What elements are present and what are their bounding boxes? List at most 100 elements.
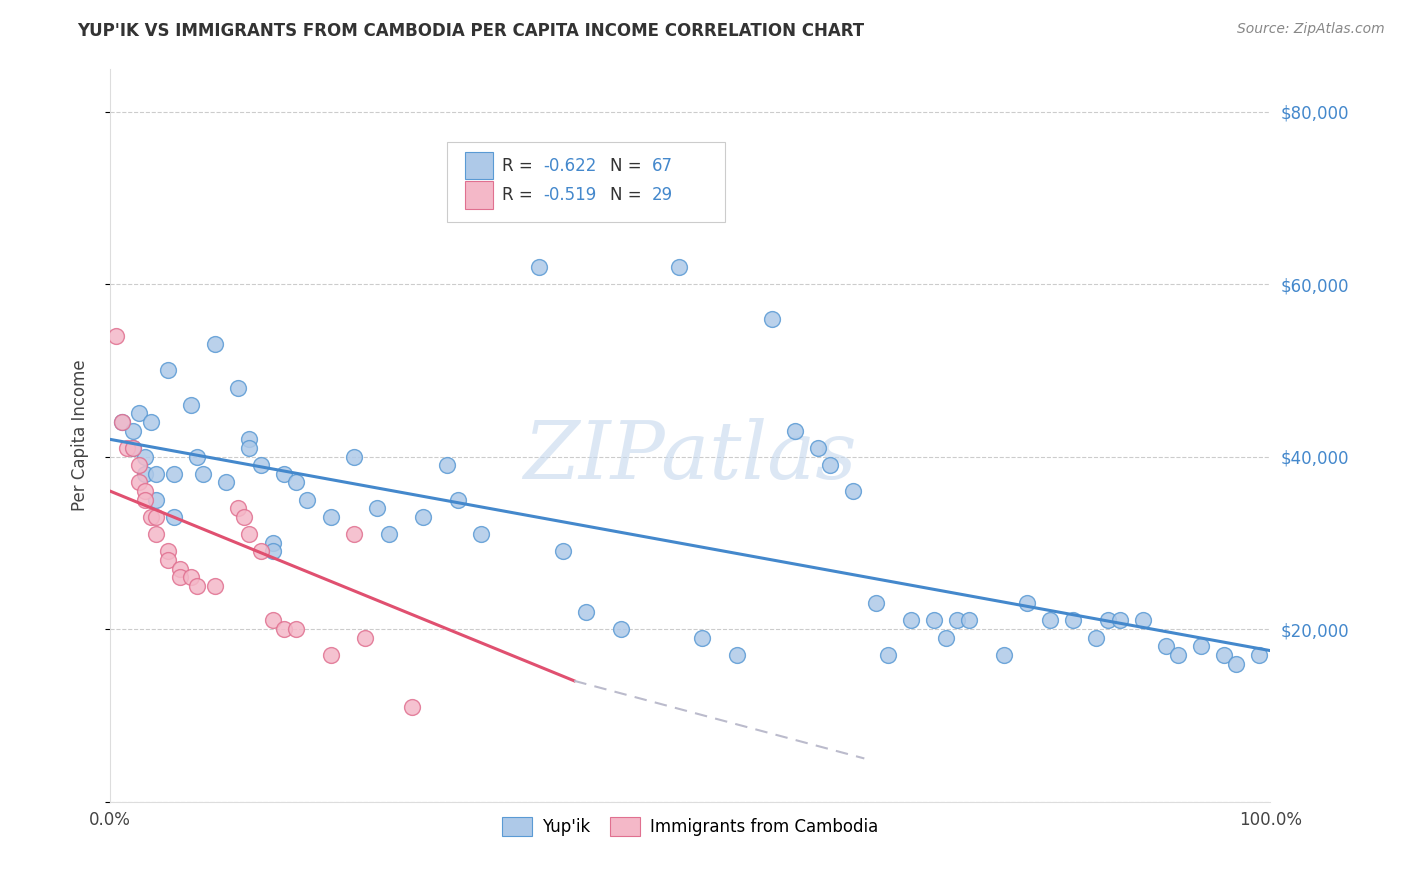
Text: R =: R = bbox=[502, 157, 538, 175]
Point bbox=[273, 467, 295, 481]
Point bbox=[922, 614, 945, 628]
Point bbox=[238, 527, 260, 541]
Point bbox=[946, 614, 969, 628]
Point bbox=[319, 510, 342, 524]
Point bbox=[169, 570, 191, 584]
FancyBboxPatch shape bbox=[447, 142, 725, 222]
Point bbox=[250, 458, 273, 473]
Point bbox=[157, 363, 180, 377]
Y-axis label: Per Capita Income: Per Capita Income bbox=[72, 359, 89, 511]
Text: -0.519: -0.519 bbox=[543, 186, 596, 204]
Point bbox=[145, 467, 167, 481]
Point bbox=[145, 492, 167, 507]
Point bbox=[343, 527, 366, 541]
Point bbox=[122, 441, 145, 455]
Point bbox=[204, 337, 226, 351]
Point bbox=[122, 424, 145, 438]
Point bbox=[935, 631, 957, 645]
Point bbox=[1039, 614, 1062, 628]
Point bbox=[117, 441, 139, 455]
Point bbox=[128, 475, 150, 490]
Point bbox=[1167, 648, 1189, 662]
Point bbox=[128, 407, 150, 421]
Point bbox=[104, 329, 127, 343]
Text: ZIPatlas: ZIPatlas bbox=[523, 418, 858, 496]
Point bbox=[1015, 596, 1038, 610]
Point bbox=[957, 614, 980, 628]
Point bbox=[865, 596, 887, 610]
Text: N =: N = bbox=[610, 186, 647, 204]
Point bbox=[226, 381, 249, 395]
Point bbox=[111, 415, 134, 429]
Point bbox=[163, 510, 186, 524]
Point bbox=[1132, 614, 1154, 628]
FancyBboxPatch shape bbox=[465, 181, 494, 209]
Point bbox=[157, 544, 180, 558]
Point bbox=[262, 614, 284, 628]
Point bbox=[1247, 648, 1270, 662]
Point bbox=[354, 631, 377, 645]
Point bbox=[284, 475, 307, 490]
Point bbox=[273, 622, 295, 636]
Text: 67: 67 bbox=[652, 157, 673, 175]
Point bbox=[238, 433, 260, 447]
Point bbox=[215, 475, 238, 490]
Point bbox=[366, 501, 388, 516]
Point bbox=[134, 467, 156, 481]
Point bbox=[343, 450, 366, 464]
Point bbox=[111, 415, 134, 429]
Point bbox=[134, 484, 156, 499]
Point bbox=[284, 622, 307, 636]
Point bbox=[529, 260, 551, 274]
Point bbox=[238, 441, 260, 455]
Point bbox=[204, 579, 226, 593]
Point bbox=[191, 467, 214, 481]
Point bbox=[169, 562, 191, 576]
Point bbox=[157, 553, 180, 567]
Point bbox=[226, 501, 249, 516]
Point bbox=[128, 458, 150, 473]
Point bbox=[180, 570, 202, 584]
Point bbox=[232, 510, 254, 524]
Point bbox=[139, 510, 162, 524]
Point bbox=[262, 544, 284, 558]
Text: Source: ZipAtlas.com: Source: ZipAtlas.com bbox=[1237, 22, 1385, 37]
Point bbox=[807, 441, 830, 455]
Point bbox=[1225, 657, 1247, 671]
Text: -0.622: -0.622 bbox=[543, 157, 596, 175]
Text: YUP'IK VS IMMIGRANTS FROM CAMBODIA PER CAPITA INCOME CORRELATION CHART: YUP'IK VS IMMIGRANTS FROM CAMBODIA PER C… bbox=[77, 22, 865, 40]
Point bbox=[1108, 614, 1130, 628]
Point bbox=[412, 510, 434, 524]
Point bbox=[1062, 614, 1084, 628]
Point bbox=[876, 648, 898, 662]
Point bbox=[1097, 614, 1119, 628]
Point bbox=[575, 605, 598, 619]
Point bbox=[180, 398, 202, 412]
Point bbox=[841, 484, 863, 499]
Point bbox=[186, 450, 208, 464]
Point bbox=[668, 260, 690, 274]
Point bbox=[297, 492, 319, 507]
Point bbox=[725, 648, 748, 662]
Point bbox=[319, 648, 342, 662]
Point bbox=[401, 699, 423, 714]
Point bbox=[761, 311, 783, 326]
Point bbox=[993, 648, 1015, 662]
Point bbox=[145, 510, 167, 524]
Point bbox=[447, 492, 470, 507]
Point bbox=[436, 458, 458, 473]
Point bbox=[690, 631, 713, 645]
Point bbox=[900, 614, 922, 628]
Point bbox=[470, 527, 492, 541]
Point bbox=[609, 622, 631, 636]
Point bbox=[145, 527, 167, 541]
Text: R =: R = bbox=[502, 186, 538, 204]
Point bbox=[818, 458, 841, 473]
Point bbox=[134, 492, 156, 507]
Point bbox=[186, 579, 208, 593]
FancyBboxPatch shape bbox=[465, 153, 494, 179]
Point bbox=[250, 544, 273, 558]
Point bbox=[1189, 640, 1212, 654]
Point bbox=[139, 415, 162, 429]
Point bbox=[262, 536, 284, 550]
